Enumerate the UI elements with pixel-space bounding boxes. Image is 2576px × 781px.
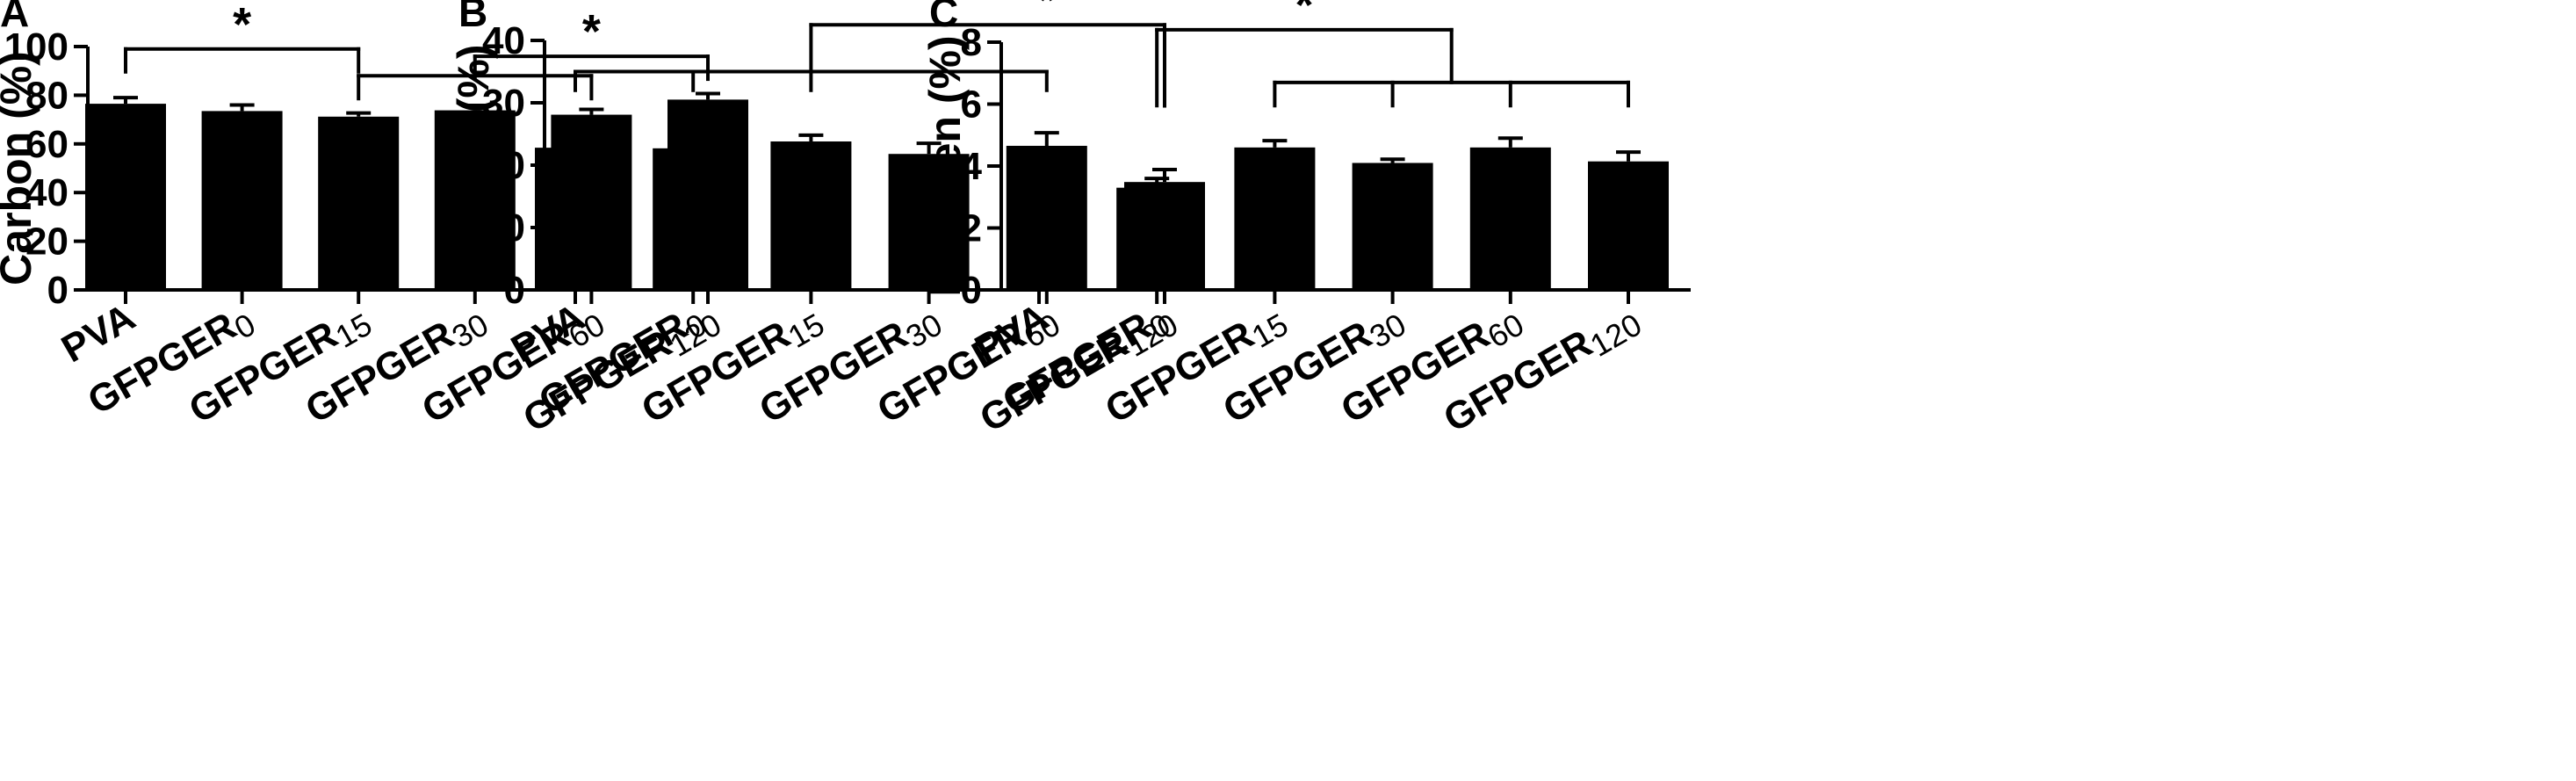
annotation-nd: ND (1007, 205, 1071, 254)
y-tick-label: 0 (961, 269, 982, 312)
bar (434, 110, 516, 290)
y-tick-label: 6 (961, 83, 982, 127)
y-tick-label: 10 (482, 206, 525, 249)
bar (535, 148, 616, 290)
y-tick-label: 60 (25, 123, 69, 166)
significance-star: * (1295, 0, 1313, 32)
significance-star: * (1037, 0, 1056, 26)
y-axis-label: Carbon (%) (0, 51, 40, 286)
bar (318, 116, 400, 290)
y-axis-label: Oxygen (%) (449, 44, 498, 286)
panel-letter: B (458, 0, 487, 35)
y-axis-label: Nitrogen (%) (920, 35, 970, 296)
bar (85, 104, 166, 290)
bar (1352, 163, 1433, 290)
bar (1469, 147, 1551, 290)
y-tick-label: 0 (504, 269, 525, 312)
y-tick-label: 40 (482, 19, 525, 62)
panel-letter: C (929, 0, 958, 35)
y-tick-label: 30 (482, 82, 525, 125)
y-tick-label: 2 (961, 207, 982, 250)
y-tick-label: 8 (961, 21, 982, 64)
y-tick-label: 0 (47, 269, 69, 312)
y-tick-label: 20 (482, 144, 525, 187)
bar (1116, 187, 1198, 290)
y-tick-label: 100 (4, 25, 69, 69)
significance-star: * (233, 0, 251, 51)
y-tick-label: 40 (25, 171, 69, 214)
bar (201, 111, 283, 290)
bar (1234, 147, 1316, 290)
panel-letter: A (0, 0, 29, 35)
y-tick-label: 20 (25, 221, 69, 264)
bar (888, 154, 970, 290)
bar (1006, 145, 1087, 290)
significance-star: * (582, 5, 601, 58)
bar (653, 148, 734, 290)
y-tick-label: 80 (25, 74, 69, 117)
bar (1588, 161, 1669, 290)
bar (770, 141, 852, 290)
y-tick-label: 4 (961, 145, 983, 188)
